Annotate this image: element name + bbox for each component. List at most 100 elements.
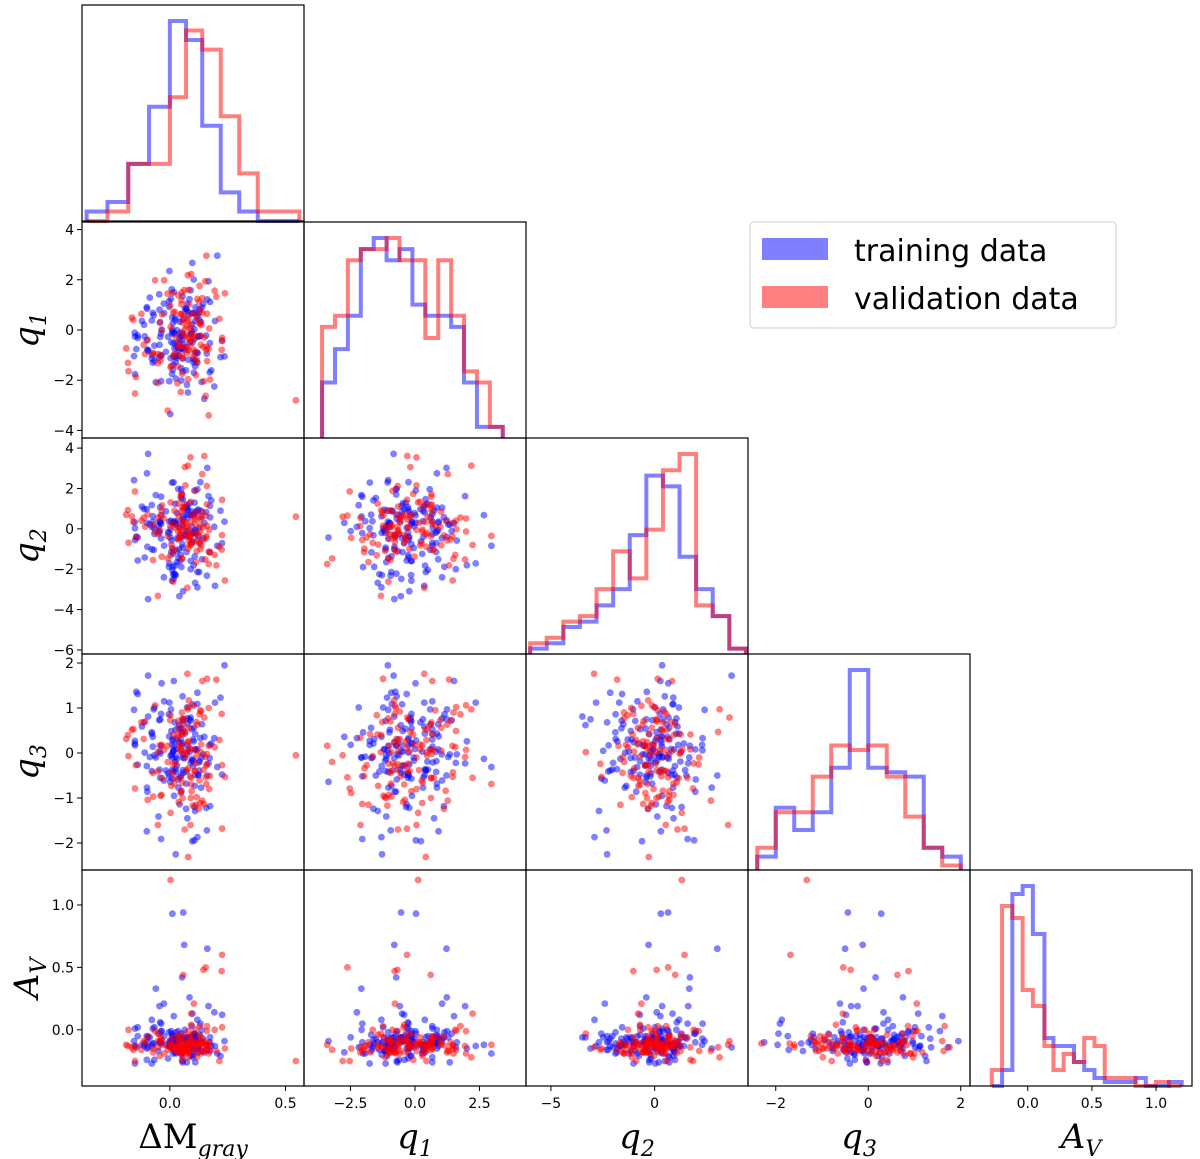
validation-point bbox=[912, 1027, 919, 1035]
validation-point bbox=[339, 513, 347, 521]
validation-point bbox=[388, 748, 395, 756]
training-point bbox=[643, 688, 651, 696]
validation-point bbox=[394, 523, 401, 531]
validation-point bbox=[185, 1041, 193, 1049]
validation-point bbox=[650, 1052, 658, 1060]
validation-point bbox=[461, 753, 469, 761]
training-point bbox=[936, 1027, 944, 1035]
validation-point bbox=[457, 710, 464, 718]
validation-point bbox=[674, 826, 681, 833]
histogram-panel-q2 bbox=[525, 437, 749, 655]
validation-point bbox=[653, 766, 661, 774]
validation-point bbox=[681, 951, 688, 959]
training-point bbox=[599, 747, 607, 755]
validation-point bbox=[387, 780, 395, 787]
validation-point bbox=[427, 493, 435, 501]
training-point bbox=[390, 941, 398, 949]
validation-point bbox=[648, 724, 656, 732]
validation-point bbox=[407, 728, 414, 736]
training-point bbox=[612, 710, 619, 718]
training-point bbox=[615, 699, 623, 706]
validation-point bbox=[182, 325, 189, 332]
validation-point bbox=[386, 742, 393, 750]
validation-point bbox=[346, 488, 354, 495]
validation-point bbox=[180, 715, 188, 723]
validation-point bbox=[167, 362, 175, 370]
training-point bbox=[390, 450, 397, 458]
training-point bbox=[678, 803, 685, 811]
validation-point bbox=[652, 760, 660, 768]
validation-point bbox=[663, 1043, 671, 1051]
training-point bbox=[774, 1041, 781, 1049]
training-point bbox=[384, 476, 392, 484]
validation-point bbox=[178, 370, 186, 378]
training-point bbox=[453, 751, 461, 758]
validation-point bbox=[125, 752, 132, 760]
validation-point bbox=[128, 726, 136, 733]
validation-point bbox=[190, 702, 198, 710]
training-point bbox=[141, 749, 149, 756]
validation-point bbox=[396, 708, 404, 715]
validation-point bbox=[177, 789, 185, 797]
training-point bbox=[179, 909, 187, 916]
validation-point bbox=[919, 1048, 926, 1056]
validation-point bbox=[447, 1038, 454, 1046]
training-point bbox=[156, 333, 164, 341]
training-point bbox=[627, 754, 634, 762]
validation-point bbox=[182, 754, 189, 761]
training-point bbox=[797, 1040, 805, 1047]
validation-point bbox=[424, 726, 431, 733]
validation-point bbox=[369, 539, 377, 547]
training-point bbox=[206, 369, 214, 376]
validation-point bbox=[369, 1026, 377, 1034]
training-point bbox=[149, 743, 157, 751]
validation-point bbox=[422, 853, 430, 861]
training-point bbox=[210, 383, 218, 390]
training-point bbox=[401, 1056, 408, 1064]
validation-point bbox=[422, 531, 430, 538]
validation-point bbox=[397, 773, 404, 780]
training-point bbox=[699, 734, 706, 742]
training-point bbox=[402, 803, 410, 811]
training-point bbox=[847, 1002, 855, 1010]
validation-point bbox=[344, 964, 351, 971]
validation-point bbox=[203, 501, 211, 508]
training-point bbox=[203, 464, 211, 472]
validation-point bbox=[347, 534, 355, 542]
validation-point bbox=[867, 1040, 874, 1047]
validation-point bbox=[400, 539, 408, 547]
ytick-label-q2: −2 bbox=[53, 562, 74, 578]
ytick-label-q3: 1 bbox=[65, 701, 74, 717]
validation-point bbox=[646, 747, 654, 755]
validation-point bbox=[663, 1057, 671, 1065]
validation-point bbox=[411, 1041, 418, 1049]
validation-point bbox=[154, 592, 162, 600]
training-point bbox=[144, 788, 151, 796]
training-point bbox=[191, 552, 199, 560]
validation-point bbox=[166, 1036, 174, 1044]
validation-point bbox=[394, 1041, 402, 1049]
training-point bbox=[131, 524, 139, 532]
validation-point bbox=[423, 749, 430, 756]
training-point bbox=[170, 792, 178, 800]
validation-point bbox=[714, 1043, 722, 1051]
legend-frame bbox=[749, 221, 1117, 329]
validation-point bbox=[191, 331, 199, 339]
validation-point bbox=[191, 767, 199, 775]
training-point bbox=[134, 332, 142, 339]
training-point bbox=[480, 1041, 488, 1049]
validation-point bbox=[391, 1046, 399, 1054]
training-point bbox=[860, 985, 867, 992]
training-point bbox=[923, 1057, 930, 1065]
training-point bbox=[398, 1010, 406, 1017]
validation-point bbox=[636, 1021, 644, 1029]
training-point bbox=[374, 579, 382, 587]
validation-point bbox=[643, 1040, 651, 1047]
validation-point bbox=[854, 1026, 861, 1034]
validation-point bbox=[201, 753, 209, 761]
training-point bbox=[148, 317, 156, 324]
validation-point bbox=[154, 821, 162, 829]
validation-point bbox=[644, 780, 651, 788]
validation-point bbox=[188, 787, 196, 795]
validation-point bbox=[168, 769, 176, 776]
